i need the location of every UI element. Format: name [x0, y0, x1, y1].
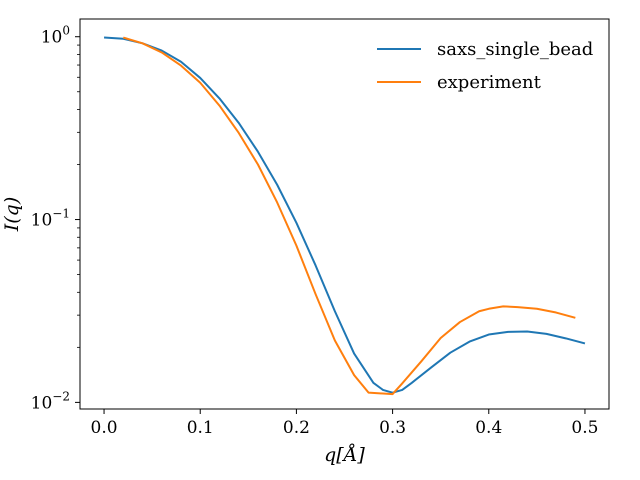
y-axis: 100 10−1 10−2	[31, 24, 80, 413]
legend-label-experiment: experiment	[437, 72, 542, 93]
legend-label-saxs_single_bead: saxs_single_bead	[437, 39, 593, 60]
series-line-experiment	[122, 36, 576, 396]
plot-frame	[79, 18, 610, 410]
x-axis: 0.0 0.1 0.2 0.3 0.4 0.5	[91, 409, 598, 438]
x-tick-label: 0.4	[475, 418, 502, 438]
x-tick-label: 0.0	[91, 418, 118, 438]
x-tick-label: 0.1	[187, 418, 214, 438]
y-axis-label: I(q)	[1, 197, 23, 233]
x-axis-label: q[Å]	[324, 444, 365, 466]
x-tick-label: 0.3	[379, 418, 406, 438]
legend: saxs_single_bead experiment	[377, 39, 593, 93]
series-layer	[103, 36, 586, 396]
y-tick-label: 10−2	[31, 389, 70, 413]
series-line-saxs_single_bead	[103, 36, 586, 394]
x-tick-label: 0.5	[571, 418, 598, 438]
y-tick-label: 10−1	[31, 207, 70, 231]
y-tick-label: 100	[41, 24, 70, 48]
x-tick-label: 0.2	[283, 418, 310, 438]
